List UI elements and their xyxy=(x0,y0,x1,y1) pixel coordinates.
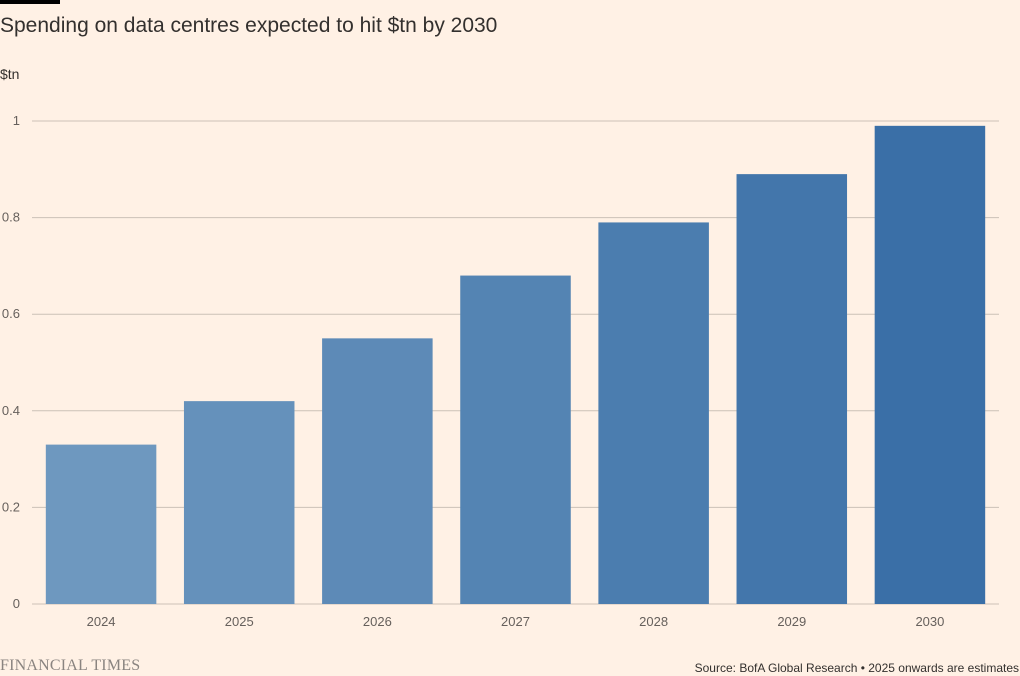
y-tick-label: 1 xyxy=(13,113,20,128)
y-tick-label: 0 xyxy=(13,596,20,611)
y-tick-label: 0.2 xyxy=(2,499,20,514)
y-axis-unit-label: $tn xyxy=(0,66,20,82)
x-tick-label: 2026 xyxy=(363,614,392,629)
y-tick-labels: 0 0.2 0.4 0.6 0.8 1 xyxy=(2,113,20,611)
brand-logo: FINANCIAL TIMES xyxy=(0,657,141,674)
bar-2027 xyxy=(460,275,571,604)
bar-2030 xyxy=(874,125,986,604)
bar-2024 xyxy=(45,444,157,604)
x-tick-label: 2029 xyxy=(777,614,806,629)
y-tick-label: 0.6 xyxy=(2,306,20,321)
top-rule xyxy=(0,0,60,4)
x-tick-label: 2024 xyxy=(87,614,116,629)
x-tick-label: 2030 xyxy=(915,614,944,629)
x-tick-label: 2027 xyxy=(501,614,530,629)
chart-title: Spending on data centres expected to hit… xyxy=(0,14,498,37)
bars xyxy=(45,125,986,604)
bar-2026 xyxy=(322,338,433,604)
x-tick-label: 2025 xyxy=(225,614,254,629)
y-tick-label: 0.8 xyxy=(2,210,20,225)
bar-2028 xyxy=(598,222,709,604)
x-tick-label: 2028 xyxy=(639,614,668,629)
y-tick-label: 0.4 xyxy=(2,403,20,418)
bar-2025 xyxy=(183,401,295,604)
bar-2029 xyxy=(736,174,848,604)
x-tick-labels: 2024 2025 2026 2027 2028 2029 2030 xyxy=(87,614,945,629)
source-note: Source: BofA Global Research • 2025 onwa… xyxy=(694,661,1019,675)
